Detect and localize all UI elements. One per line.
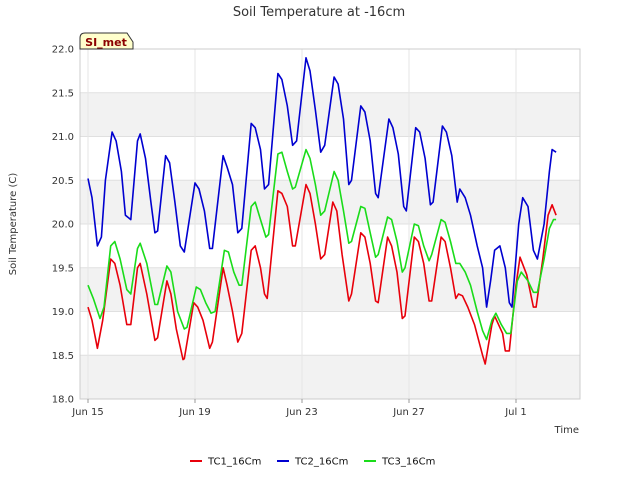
- y-tick-label: 18.5: [52, 351, 74, 362]
- x-tick-label: Jun 23: [285, 407, 318, 418]
- y-tick-label: 19.0: [52, 307, 74, 318]
- plot-band: [80, 355, 580, 399]
- plot-band: [80, 92, 580, 137]
- y-tick-label: 21.0: [52, 132, 74, 143]
- chart-title: Soil Temperature at -16cm: [233, 5, 405, 20]
- site-badge-label: SI_met: [85, 36, 127, 49]
- x-axis-ticks: Jun 15 Jun 19 Jun 23 Jun 27 Jul 1: [71, 399, 527, 418]
- y-tick-label: 22.0: [52, 45, 74, 56]
- plot-frame: [79, 48, 581, 400]
- x-tick-label: Jun 19: [178, 407, 211, 418]
- y-axis-ticks: 18.0 18.5 19.0 19.5 20.0 20.5 21.0 21.5 22.0: [52, 45, 74, 406]
- series-line-tc3-16cm: [87, 148, 557, 341]
- y-tick-label: 18.0: [52, 395, 74, 406]
- series-line-tc1-16cm: [87, 183, 557, 365]
- x-tick-label: Jun 27: [392, 407, 425, 418]
- legend-label: TC3_16Cm: [381, 457, 435, 468]
- legend-label: TC1_16Cm: [207, 457, 261, 468]
- site-badge-tab: [79, 32, 134, 50]
- y-tick-label: 20.5: [52, 176, 74, 187]
- series-lines: [87, 57, 557, 365]
- x-axis-title: Time: [554, 425, 579, 436]
- y-tick-label: 21.5: [52, 88, 74, 99]
- y-tick-label: 20.0: [52, 220, 74, 231]
- y-tick-label: 19.5: [52, 263, 74, 274]
- y-axis-title: Soil Temperature (C): [8, 173, 19, 276]
- x-tick-label: Jul 1: [504, 407, 527, 418]
- plot-bands: [80, 92, 580, 399]
- site-badge: SI_met: [79, 32, 134, 50]
- x-tick-label: Jun 15: [71, 407, 104, 418]
- legend: TC1_16Cm TC2_16Cm TC3_16Cm: [190, 457, 435, 468]
- series-line-tc2-16cm: [87, 57, 557, 308]
- legend-label: TC2_16Cm: [294, 457, 348, 468]
